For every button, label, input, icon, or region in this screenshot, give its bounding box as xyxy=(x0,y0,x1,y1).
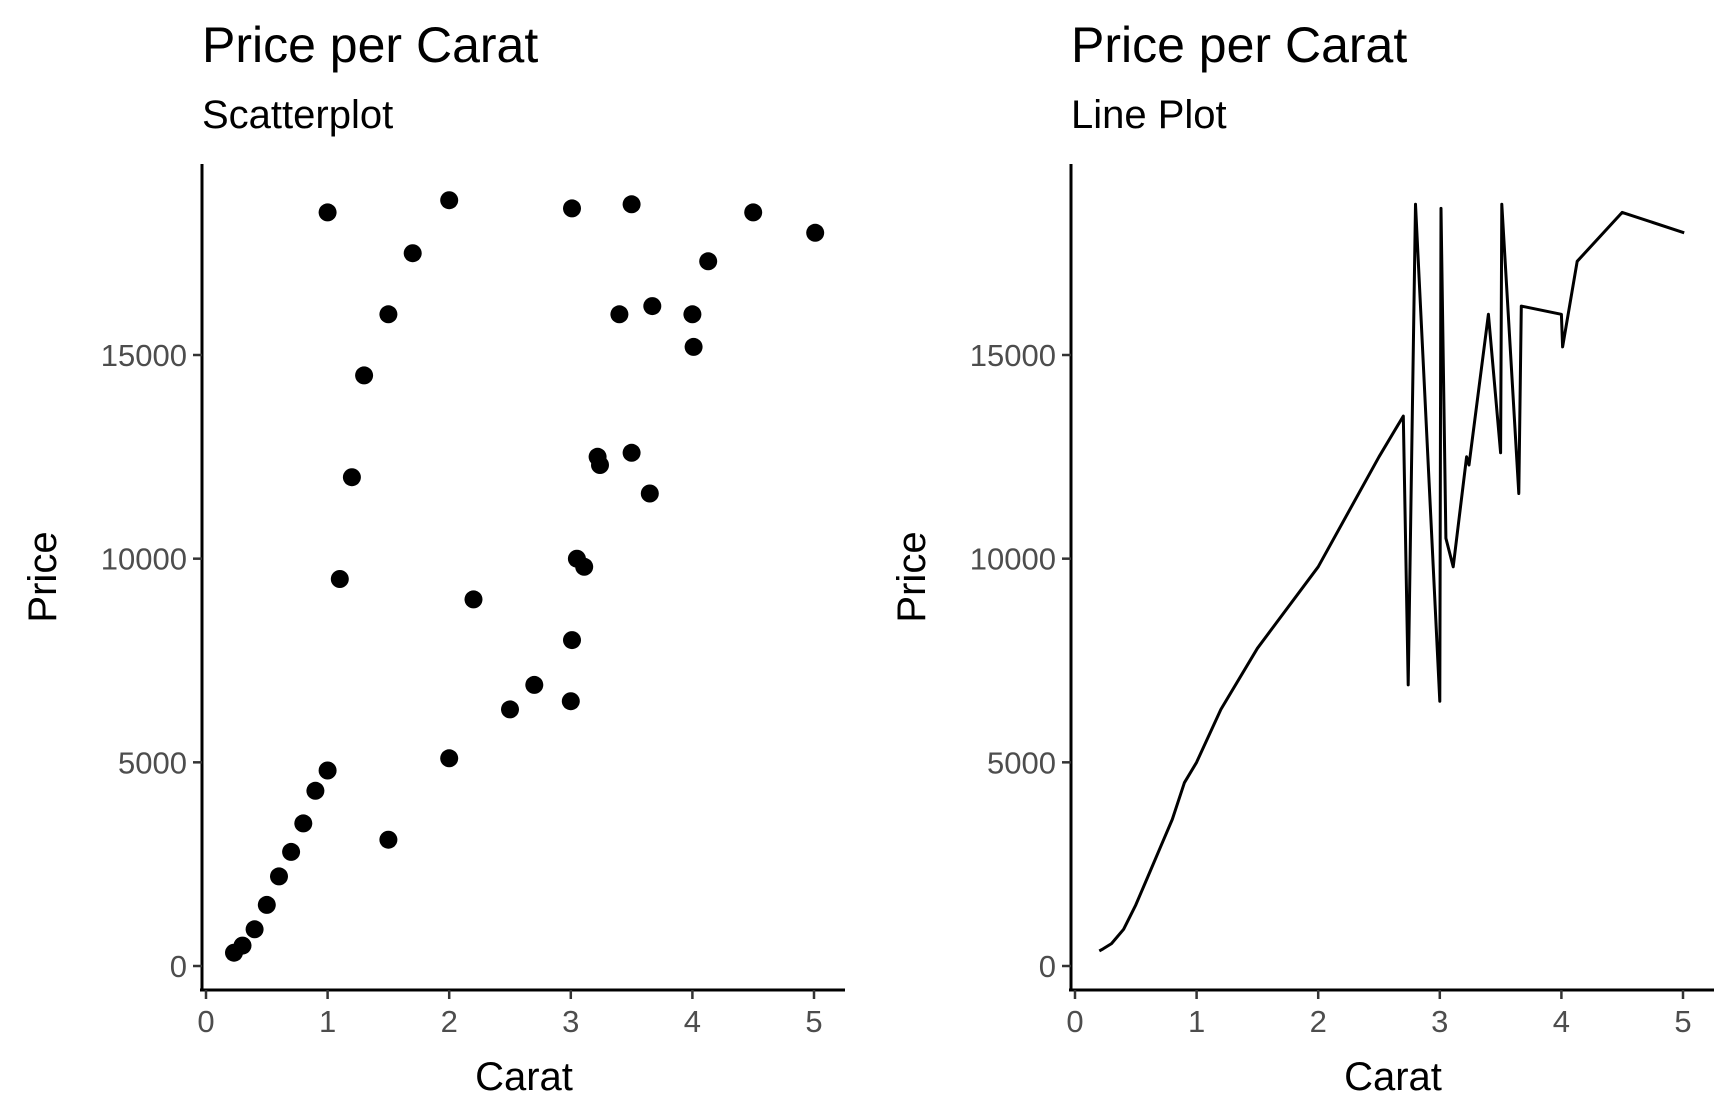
y-tick-label: 0 xyxy=(170,949,187,984)
line-x-ticks: 0 1 2 3 4 5 xyxy=(1066,990,1692,1039)
scatter-point xyxy=(257,895,276,914)
x-tick-label: 5 xyxy=(1674,1004,1691,1039)
scatter-point xyxy=(403,244,422,263)
scatter-point xyxy=(561,692,580,711)
scatter-title: Price per Carat xyxy=(202,17,538,73)
y-tick-label: 5000 xyxy=(987,745,1056,780)
x-tick-label: 2 xyxy=(1310,1004,1327,1039)
scatter-point xyxy=(233,936,252,955)
scatter-point xyxy=(501,700,519,719)
line-y-ticks: 0 5000 10000 15000 xyxy=(970,338,1071,984)
scatter-x-ticks: 0 1 2 3 4 5 xyxy=(197,990,823,1039)
y-tick-label: 10000 xyxy=(101,542,187,577)
line-y-axis-label: Price xyxy=(890,531,934,622)
x-tick-label: 1 xyxy=(319,1004,336,1039)
scatter-point xyxy=(683,305,702,324)
scatter-point xyxy=(330,570,349,588)
scatter-plot-area xyxy=(225,191,825,962)
line-title: Price per Carat xyxy=(1071,17,1407,73)
scatter-point xyxy=(806,223,825,242)
scatter-point xyxy=(563,199,581,218)
line-plot-area xyxy=(1098,202,1685,953)
scatter-point xyxy=(699,252,718,271)
scatter-x-axis-label: Carat xyxy=(475,1055,573,1099)
scatter-point xyxy=(342,468,361,487)
line-series xyxy=(1098,202,1685,953)
scatter-point xyxy=(294,814,313,833)
scatter-y-ticks: 0 5000 10000 15000 xyxy=(101,338,202,984)
x-tick-label: 5 xyxy=(805,1004,822,1039)
scatterplot-panel: Price per Carat Scatterplot 0 1 2 3 4 5 0 5000… xyxy=(21,17,845,1099)
scatter-subtitle: Scatterplot xyxy=(202,93,393,137)
scatter-point xyxy=(610,305,629,324)
y-tick-label: 15000 xyxy=(970,338,1056,373)
scatter-point xyxy=(270,867,288,886)
scatter-point xyxy=(575,557,594,576)
x-tick-label: 3 xyxy=(562,1004,579,1039)
scatter-point xyxy=(355,366,374,385)
scatter-point xyxy=(464,590,483,609)
scatter-point xyxy=(318,761,337,780)
y-tick-label: 5000 xyxy=(118,745,187,780)
scatter-point xyxy=(379,830,398,849)
y-tick-label: 0 xyxy=(1039,949,1056,984)
scatter-point xyxy=(379,305,398,324)
x-tick-label: 0 xyxy=(1066,1004,1083,1039)
scatter-point xyxy=(744,203,763,222)
scatter-point xyxy=(318,203,337,222)
scatter-point xyxy=(684,337,703,356)
scatter-point xyxy=(643,297,662,316)
x-tick-label: 4 xyxy=(684,1004,701,1039)
scatter-point xyxy=(245,920,264,939)
scatter-point xyxy=(563,631,581,650)
scatter-point xyxy=(622,443,641,462)
scatter-y-axis-label: Price xyxy=(21,531,65,622)
scatter-point xyxy=(440,191,459,210)
scatter-point xyxy=(440,749,459,768)
line-x-axis-label: Carat xyxy=(1344,1055,1442,1099)
scatter-point xyxy=(306,781,325,800)
line-subtitle: Line Plot xyxy=(1071,93,1227,137)
y-tick-label: 10000 xyxy=(970,542,1056,577)
lineplot-panel: Price per Carat Line Plot 0 1 2 3 4 5 0 5000 10… xyxy=(890,17,1714,1099)
x-tick-label: 3 xyxy=(1431,1004,1448,1039)
y-tick-label: 15000 xyxy=(101,338,187,373)
x-tick-label: 2 xyxy=(441,1004,458,1039)
scatter-point xyxy=(622,195,641,214)
x-tick-label: 1 xyxy=(1188,1004,1205,1039)
x-tick-label: 0 xyxy=(197,1004,214,1039)
x-tick-label: 4 xyxy=(1553,1004,1570,1039)
scatter-point xyxy=(591,456,609,474)
scatter-point xyxy=(282,842,301,861)
scatter-point xyxy=(640,484,659,503)
scatter-point xyxy=(525,675,544,694)
